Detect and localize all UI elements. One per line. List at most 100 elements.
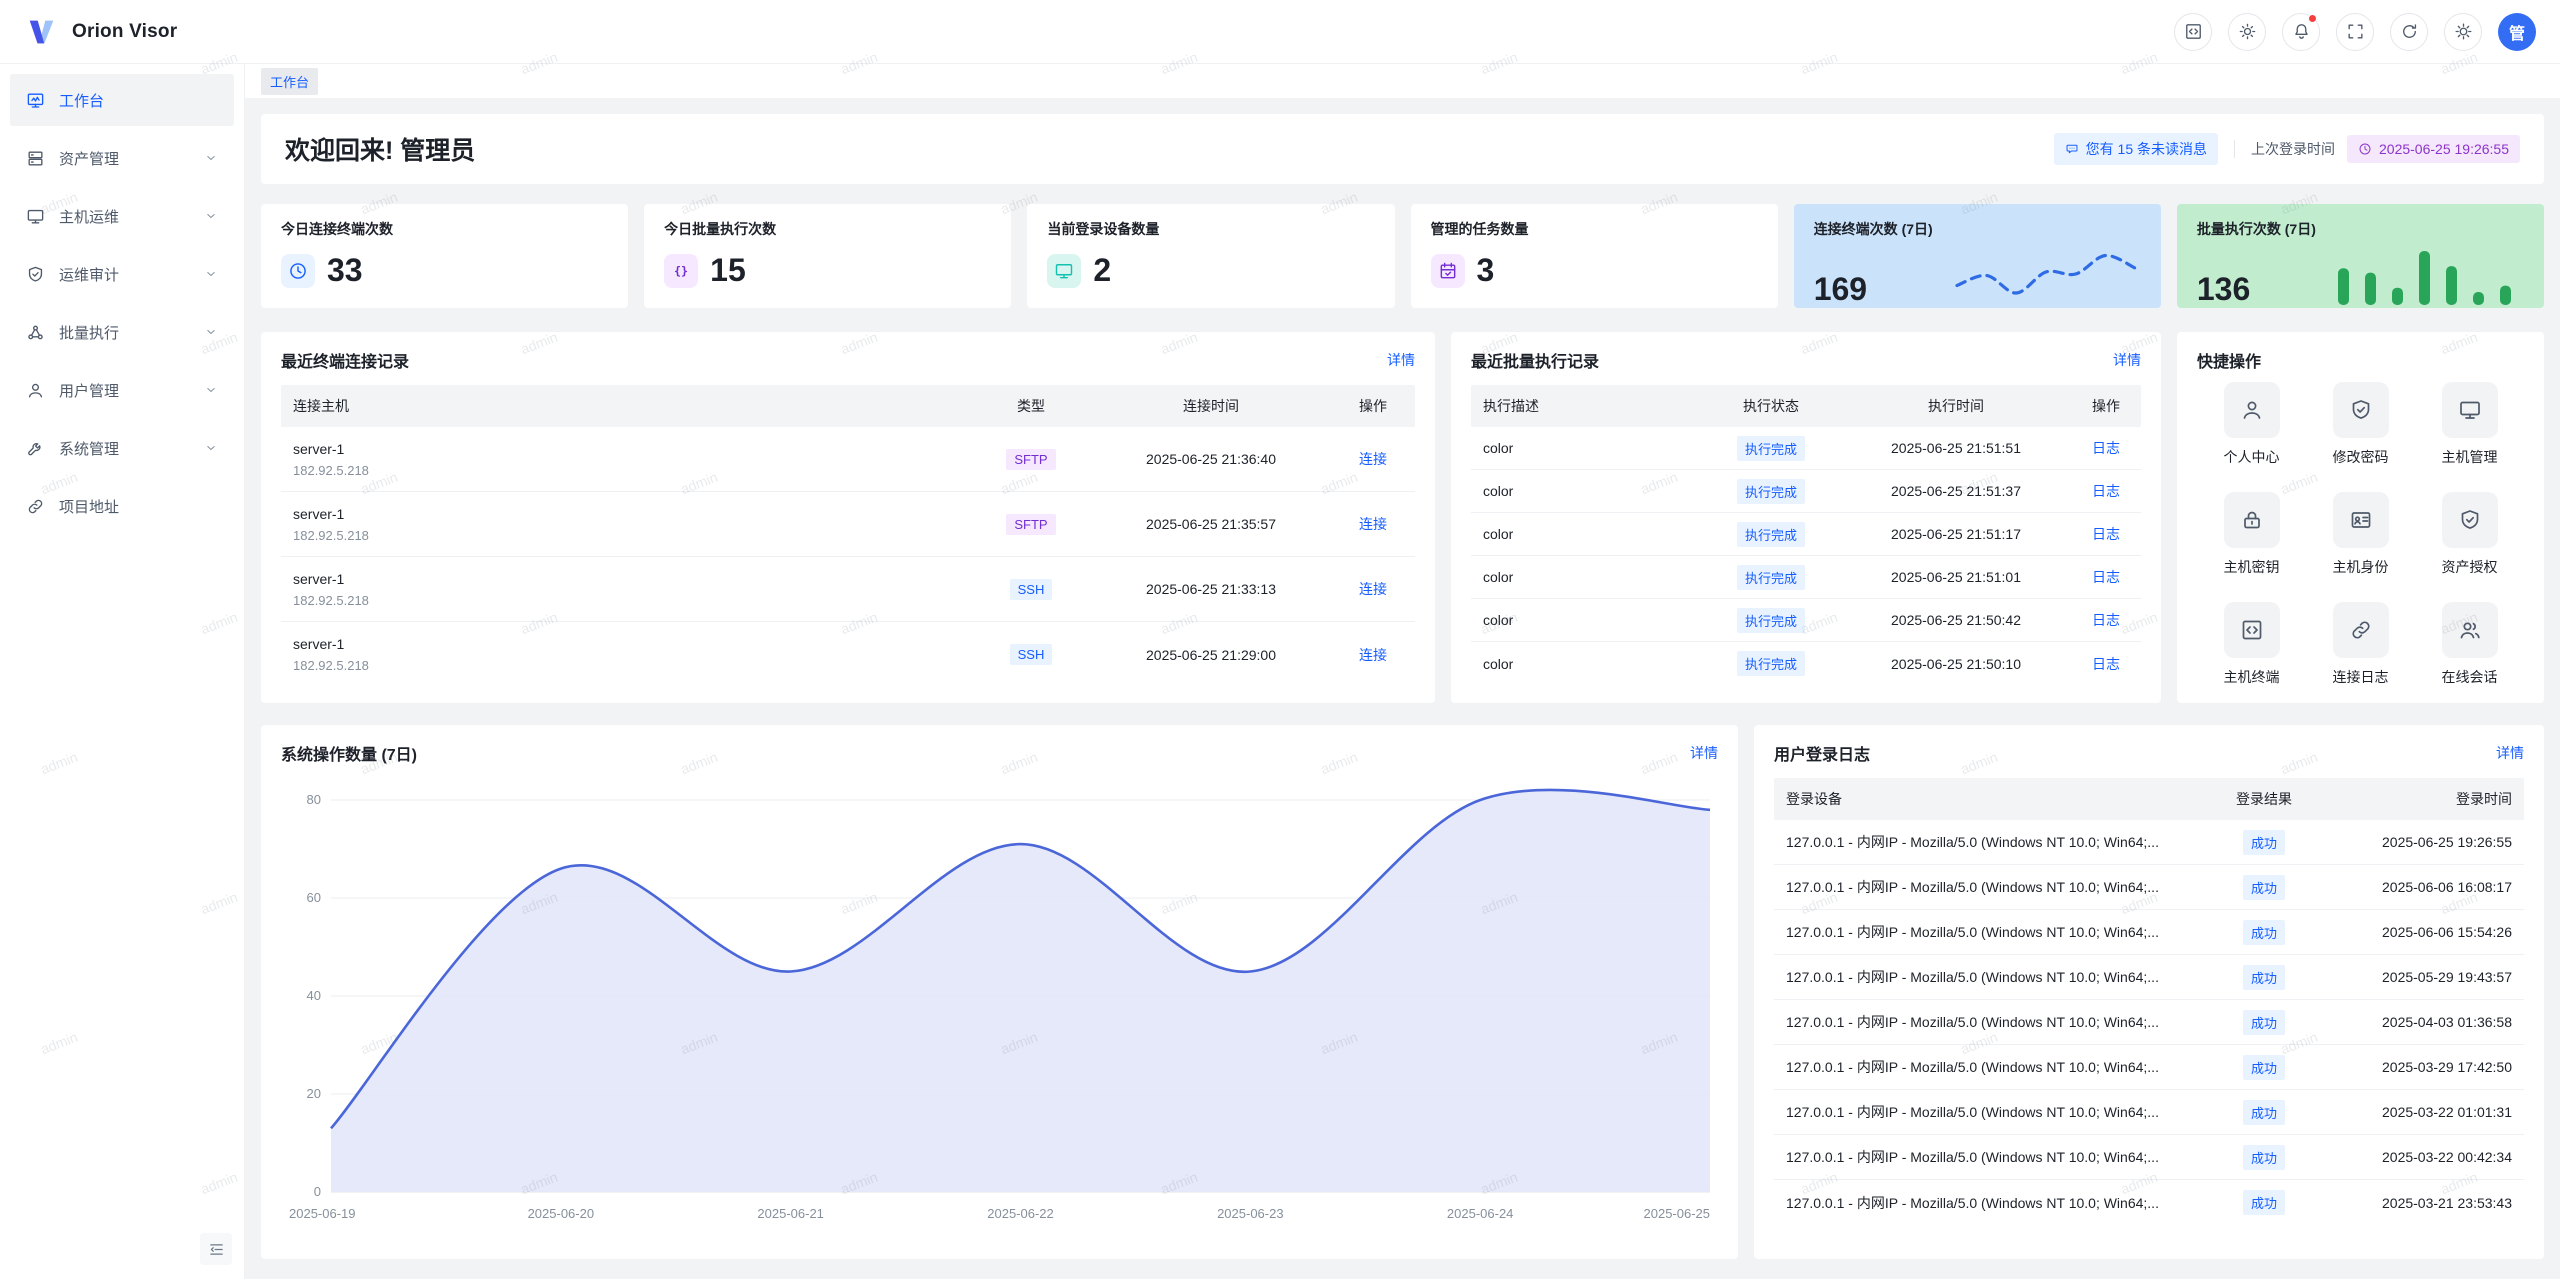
stat-card-label: 今日连接终端次数 [281,219,608,239]
quick-action-6[interactable]: 主机终端 [2197,602,2306,687]
message-icon [2065,142,2079,156]
storage-icon [26,149,45,168]
sidebar: 工作台资产管理主机运维运维审计批量执行用户管理系统管理项目地址 [0,64,245,1279]
column-header: 连接主机 [281,396,971,416]
table-row: color执行完成2025-06-25 21:51:01日志 [1471,556,2141,599]
log-link[interactable]: 日志 [2092,526,2120,542]
connect-link[interactable]: 连接 [1359,581,1387,597]
terminal-records-title: 最近终端连接记录 [281,348,409,372]
quick-action-3[interactable]: 主机密钥 [2197,492,2306,577]
time-cell: 2025-03-29 17:42:50 [2319,1059,2524,1075]
host-name: server-1 [293,506,959,522]
sidebar-collapse-button[interactable] [200,1233,232,1265]
svg-text:60: 60 [307,890,321,905]
host-cell: server-1182.92.5.218 [281,441,971,478]
batch-records-detail-link[interactable]: 详情 [2113,350,2141,370]
host-name: server-1 [293,636,959,652]
bar-sparkline [2334,247,2524,309]
welcome-card: 欢迎回来! 管理员 您有 15 条未读消息 上次登录时间 2025-06-25 … [261,114,2544,184]
theme-toggle-button[interactable] [2228,13,2266,51]
clock-icon [2358,142,2372,156]
device-cell: 127.0.0.1 - 内网IP - Mozilla/5.0 (Windows … [1774,1193,2209,1213]
log-link[interactable]: 日志 [2092,440,2120,456]
device-cell: 127.0.0.1 - 内网IP - Mozilla/5.0 (Windows … [1774,1102,2209,1122]
cluster-icon [26,323,45,342]
device-cell: 127.0.0.1 - 内网IP - Mozilla/5.0 (Windows … [1774,1012,2209,1032]
result-cell: 成功 [2209,1145,2319,1170]
sidebar-item-workbench[interactable]: 工作台 [10,74,234,126]
svg-text:80: 80 [307,792,321,807]
time-cell: 2025-06-25 19:26:55 [2319,834,2524,850]
log-link[interactable]: 日志 [2092,569,2120,585]
sidebar-item-wrench[interactable]: 系统管理 [10,422,234,474]
connect-link[interactable]: 连接 [1359,451,1387,467]
fullscreen-button[interactable] [2336,13,2374,51]
wrench-icon [26,439,45,458]
last-login-time-pill: 2025-06-25 19:26:55 [2347,135,2520,163]
chevron-down-icon [204,267,218,281]
column-header: 连接时间 [1091,396,1331,416]
quick-action-7[interactable]: 连接日志 [2306,602,2415,687]
api-docs-button[interactable] [2174,13,2212,51]
divider [2234,140,2235,158]
description-cell: color [1471,569,1701,585]
sidebar-item-user[interactable]: 用户管理 [10,364,234,416]
host-name: server-1 [293,571,959,587]
unread-messages-pill[interactable]: 您有 15 条未读消息 [2054,133,2218,165]
log-link[interactable]: 日志 [2092,612,2120,628]
quick-action-2[interactable]: 主机管理 [2415,382,2524,467]
notifications-button[interactable] [2282,13,2320,51]
action-cell: 日志 [2071,438,2141,458]
action-cell: 连接 [1331,645,1415,665]
sidebar-item-storage[interactable]: 资产管理 [10,132,234,184]
task-calendar-icon [1431,254,1465,288]
svg-text:{}: {} [674,263,688,277]
quick-action-5[interactable]: 资产授权 [2415,492,2524,577]
connect-link[interactable]: 连接 [1359,647,1387,663]
breadcrumb-item-workbench[interactable]: 工作台 [261,68,318,95]
svg-text:2025-06-22: 2025-06-22 [987,1206,1054,1221]
table-header: 登录设备登录结果登录时间 [1774,778,2524,820]
batch-records-title: 最近批量执行记录 [1471,348,1599,372]
settings-button[interactable] [2444,13,2482,51]
sidebar-item-monitor[interactable]: 主机运维 [10,190,234,242]
quick-action-4[interactable]: 主机身份 [2306,492,2415,577]
quick-action-label: 主机管理 [2415,447,2524,467]
refresh-button[interactable] [2390,13,2428,51]
log-link[interactable]: 日志 [2092,656,2120,672]
quick-action-8[interactable]: 在线会话 [2415,602,2524,687]
stat-card-value: 136 [2197,273,2250,305]
time-cell: 2025-06-06 15:54:26 [2319,924,2524,940]
time-cell: 2025-06-25 21:50:42 [1841,612,2071,628]
result-cell: 成功 [2209,875,2319,900]
svg-text:2025-06-21: 2025-06-21 [757,1206,824,1221]
sidebar-item-shield-check[interactable]: 运维审计 [10,248,234,300]
sidebar-item-label: 系统管理 [59,438,190,459]
system-operations-chart-panel: 系统操作数量 (7日) 详情 0204060802025-06-192025-0… [261,725,1738,1259]
stat-card-body: 169 [1814,247,2141,309]
quick-action-1[interactable]: 修改密码 [2306,382,2415,467]
time-cell: 2025-04-03 01:36:58 [2319,1014,2524,1030]
sidebar-item-cluster[interactable]: 批量执行 [10,306,234,358]
terminal-records-detail-link[interactable]: 详情 [1387,350,1415,370]
sidebar-item-label: 运维审计 [59,264,190,285]
host-cell: server-1182.92.5.218 [281,571,971,608]
quick-action-0[interactable]: 个人中心 [2197,382,2306,467]
column-header: 操作 [2071,396,2141,416]
quick-action-label: 主机密钥 [2197,557,2306,577]
table-row: color执行完成2025-06-25 21:50:10日志 [1471,642,2141,685]
connect-link[interactable]: 连接 [1359,516,1387,532]
sidebar-item-link[interactable]: 项目地址 [10,480,234,532]
braces-icon: {} [664,254,698,288]
time-cell: 2025-06-25 21:51:01 [1841,569,2071,585]
quick-actions-title: 快捷操作 [2197,348,2261,372]
chevron-down-icon [204,441,218,455]
user-avatar[interactable]: 管 [2498,13,2536,51]
notification-badge [2308,14,2317,23]
device-cell: 127.0.0.1 - 内网IP - Mozilla/5.0 (Windows … [1774,967,2209,987]
login-log-detail-link[interactable]: 详情 [2496,743,2524,763]
chart-detail-link[interactable]: 详情 [1690,743,1718,763]
log-link[interactable]: 日志 [2092,483,2120,499]
description-cell: color [1471,526,1701,542]
device-cell: 127.0.0.1 - 内网IP - Mozilla/5.0 (Windows … [1774,1147,2209,1167]
